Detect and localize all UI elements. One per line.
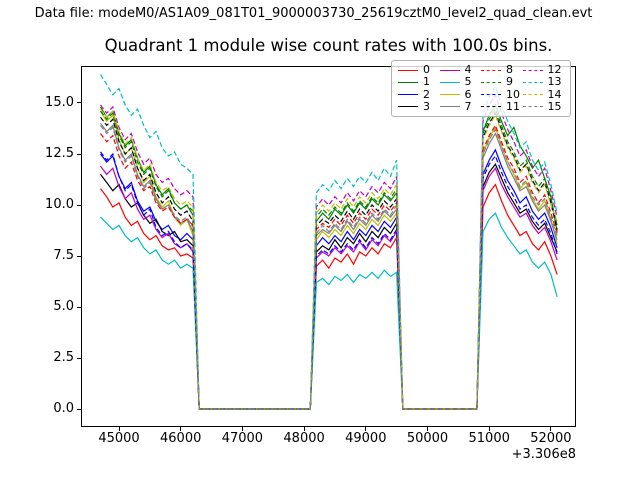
legend-entry-11: 11	[481, 99, 523, 113]
plot-lines	[99, 74, 558, 410]
legend-line-sample	[439, 94, 460, 96]
x-tick-mark	[550, 427, 552, 431]
legend-entry-2: 2	[398, 87, 440, 101]
legend-line-sample	[439, 106, 460, 108]
legend-entry-12: 12	[522, 63, 565, 77]
legend-label: 12	[547, 63, 562, 77]
series-7-line	[100, 122, 558, 410]
legend-entry-5: 5	[439, 75, 482, 89]
legend-line-sample	[522, 94, 543, 96]
legend-label: 14	[547, 87, 562, 101]
series-2-line	[100, 148, 558, 410]
y-tick-label: 15.0	[45, 94, 74, 110]
y-tick-mark	[77, 102, 81, 104]
legend-label: 3	[423, 99, 430, 113]
y-tick-label: 0.0	[53, 401, 74, 416]
x-tick-label: 49000	[345, 431, 387, 446]
series-5-line	[100, 212, 558, 410]
legend-entry-3: 3	[398, 99, 440, 113]
y-tick-label: 10.0	[45, 197, 74, 212]
legend-entry-0: 0	[398, 64, 440, 76]
series-0-line	[100, 183, 558, 410]
series-14-line	[100, 108, 558, 410]
x-tick-label: 50000	[406, 431, 449, 446]
series-3-line	[100, 163, 558, 410]
series-15-line	[100, 125, 558, 410]
legend-line-sample	[481, 106, 501, 108]
legend-line-sample	[481, 81, 501, 83]
series-10-line	[100, 151, 558, 410]
legend-label: 5	[464, 75, 472, 89]
legend-line-sample	[481, 69, 501, 71]
legend-entry-6: 6	[439, 87, 482, 101]
legend-label: 15	[547, 99, 562, 113]
legend-line-sample	[481, 94, 501, 96]
x-tick-mark	[427, 427, 428, 431]
legend-entry-15: 15	[522, 99, 565, 113]
legend-label: 7	[464, 99, 472, 113]
series-9-line	[100, 107, 558, 410]
x-tick-mark	[303, 427, 305, 431]
legend-entry-7: 7	[439, 99, 482, 113]
legend-entry-14: 14	[522, 87, 565, 101]
series-1-line	[99, 103, 558, 410]
legend-entry-9: 9	[481, 76, 523, 88]
legend-line-sample	[398, 69, 418, 71]
legend-entry-1: 1	[398, 76, 440, 88]
legend-line-sample	[439, 81, 460, 83]
legend-label: 1	[423, 75, 430, 89]
y-tick-label: 5.0	[53, 299, 74, 314]
series-12-line	[100, 93, 558, 410]
legend-label: 6	[464, 87, 472, 101]
x-tick-label: 52000	[530, 431, 572, 446]
legend-entry-4: 4	[439, 63, 482, 77]
legend-line-sample	[522, 69, 543, 71]
y-tick-mark	[77, 153, 81, 155]
data-file-header: Data file: modeM0/AS1A09_081T01_90000037…	[34, 6, 593, 21]
y-tick-label: 2.5	[53, 350, 74, 365]
legend-label: 0	[423, 63, 430, 77]
legend-label: 13	[547, 75, 562, 89]
x-tick-mark	[241, 427, 243, 431]
legend-label: 2	[423, 87, 430, 101]
series-8-line	[100, 124, 558, 410]
legend-line-sample	[398, 81, 418, 83]
series-11-line	[100, 111, 558, 410]
legend-label: 4	[464, 63, 472, 77]
y-tick-mark	[77, 204, 81, 206]
x-tick-label: 45000	[98, 431, 140, 446]
x-tick-mark	[488, 427, 490, 431]
plot-title: Quadrant 1 module wise count rates with …	[104, 36, 553, 55]
y-tick-mark	[77, 306, 81, 308]
y-tick-label: 7.5	[53, 248, 74, 263]
legend-label: 10	[506, 87, 520, 101]
legend-line-sample	[522, 106, 543, 108]
x-tick-mark	[180, 427, 182, 431]
legend-line-sample	[522, 81, 543, 83]
series-4-line	[100, 165, 558, 410]
legend-line-sample	[398, 94, 418, 96]
x-tick-label: 48000	[283, 431, 325, 446]
legend-entry-13: 13	[522, 75, 565, 89]
legend-line-sample	[398, 106, 418, 108]
legend-label: 11	[506, 99, 520, 113]
series-13-line	[99, 74, 558, 410]
legend-label: 8	[506, 63, 513, 77]
legend-entry-8: 8	[481, 64, 523, 76]
x-axis-offset-label: +3.306e8	[511, 447, 576, 462]
x-tick-label: 51000	[468, 431, 510, 446]
legend: 0 1 2 3 4 5 6 7 8 9 10 11 12 13 14 15	[391, 60, 571, 117]
x-tick-mark	[365, 427, 367, 431]
x-tick-label: 47000	[221, 431, 264, 446]
y-tick-mark	[77, 255, 81, 257]
legend-label: 9	[506, 75, 513, 89]
y-tick-mark	[77, 408, 81, 410]
x-tick-mark	[118, 427, 120, 431]
y-tick-label: 12.5	[45, 146, 74, 161]
legend-entry-10: 10	[481, 87, 523, 101]
x-tick-label: 46000	[160, 431, 202, 446]
y-tick-mark	[77, 357, 81, 359]
legend-line-sample	[439, 69, 460, 71]
